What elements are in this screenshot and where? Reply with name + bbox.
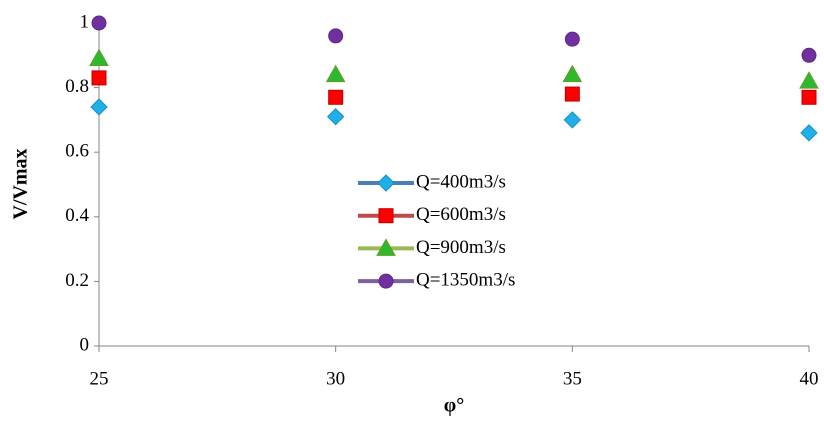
marker: [91, 70, 107, 86]
marker: [801, 89, 817, 105]
legend-marker: [376, 238, 396, 256]
legend-label: Q=600m3/s: [416, 204, 506, 225]
legend-label: Q=900m3/s: [416, 237, 506, 258]
marker: [89, 48, 109, 67]
marker: [563, 111, 582, 129]
legend-label: Q=1350m3/s: [416, 269, 515, 290]
x-tick-label: 25: [90, 368, 109, 389]
y-axis-title: V/Vmax: [10, 148, 32, 219]
y-tick-label: 1: [80, 11, 90, 32]
marker: [564, 31, 580, 47]
marker: [328, 28, 344, 44]
y-tick-label: 0.2: [65, 270, 89, 291]
marker: [91, 15, 107, 31]
marker: [328, 89, 344, 105]
marker: [564, 86, 580, 102]
marker: [325, 64, 346, 83]
marker: [801, 47, 817, 63]
x-tick-label: 30: [326, 368, 345, 389]
y-tick-label: 0.8: [65, 76, 89, 97]
marker: [800, 124, 818, 142]
marker: [562, 64, 583, 83]
y-tick-label: 0: [80, 334, 90, 355]
marker: [326, 107, 345, 126]
x-axis-title: φ°: [444, 395, 464, 417]
y-tick-label: 0.4: [65, 205, 89, 226]
legend-label: Q=400m3/s: [416, 171, 506, 192]
x-tick-label: 40: [800, 368, 819, 389]
marker: [90, 98, 108, 116]
legend-marker: [378, 273, 394, 289]
legend-marker: [377, 174, 395, 192]
y-tick-label: 0.6: [65, 141, 89, 162]
x-tick-label: 35: [563, 368, 582, 389]
legend-marker: [378, 208, 394, 224]
marker: [799, 71, 819, 89]
